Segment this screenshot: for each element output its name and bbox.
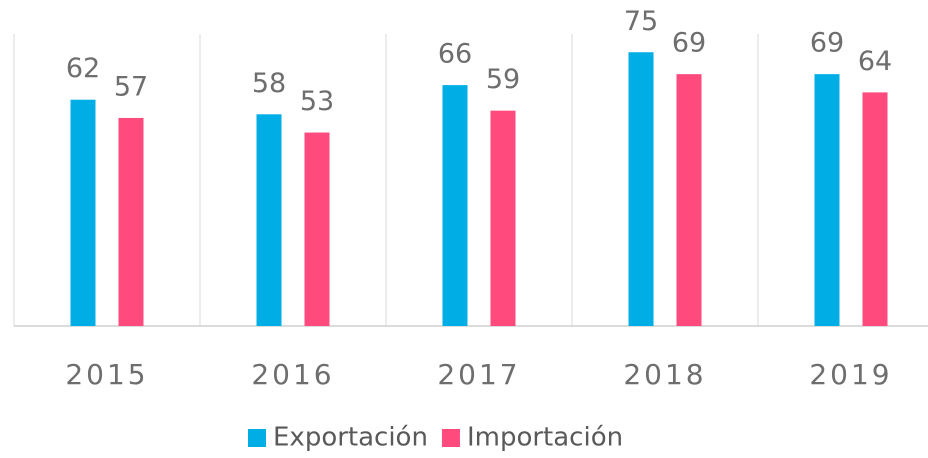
- x-tick-label: 2018: [623, 358, 706, 391]
- data-label: 66: [438, 39, 472, 70]
- bar: [862, 92, 888, 327]
- legend-swatch: [441, 429, 460, 447]
- data-label: 57: [114, 71, 148, 102]
- data-label: 53: [300, 86, 334, 117]
- x-tick-label: 2015: [65, 358, 148, 391]
- bar: [442, 85, 468, 326]
- data-label: 64: [858, 46, 892, 77]
- x-tick-label: 2019: [809, 358, 892, 391]
- x-tick-label: 2017: [437, 358, 520, 391]
- legend-label: Exportación: [273, 423, 428, 453]
- bar: [814, 74, 840, 327]
- bar: [628, 52, 654, 326]
- data-label: 58: [252, 68, 286, 99]
- bar: [256, 114, 282, 326]
- bar: [304, 132, 330, 326]
- bar: [118, 117, 144, 326]
- data-label: 75: [624, 6, 658, 37]
- bar: [490, 110, 516, 327]
- x-tick-label: 2016: [251, 358, 334, 391]
- legend-label: Importación: [467, 423, 623, 453]
- data-label: 69: [672, 28, 706, 59]
- bar: [676, 74, 702, 327]
- data-label: 59: [486, 64, 520, 95]
- bar: [70, 99, 96, 326]
- data-label: 62: [66, 53, 100, 84]
- data-label: 69: [810, 28, 844, 59]
- legend-swatch: [248, 429, 266, 447]
